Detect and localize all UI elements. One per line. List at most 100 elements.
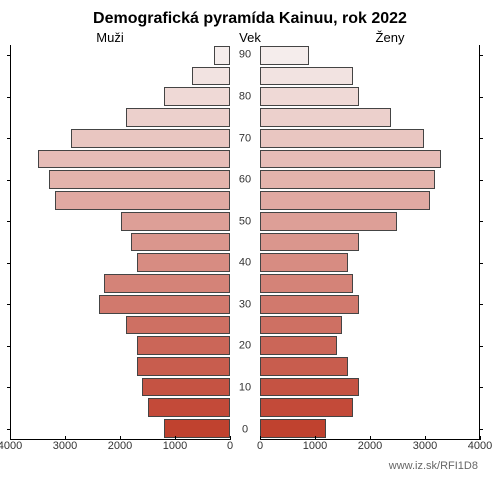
x-tick [175,436,176,440]
age-slot [230,191,260,212]
y-tick [479,221,483,222]
x-tick [10,436,11,440]
column-headers: Muži Vek Ženy [0,30,500,45]
female-bar [260,108,391,127]
x-tick-label: 0 [257,440,263,452]
table-row [260,397,479,418]
male-bar [137,357,230,376]
male-bar [148,398,230,417]
y-tick [7,97,11,98]
age-slot [230,107,260,128]
male-panel [10,45,230,440]
x-tick [65,436,66,440]
x-tick-label: 0 [227,440,233,452]
y-tick [479,180,483,181]
y-tick [7,55,11,56]
y-tick [7,138,11,139]
x-tick [120,436,121,440]
chart-title: Demografická pyramída Kainuu, rok 2022 [0,0,500,30]
table-row [11,128,230,149]
age-slot [230,232,260,253]
x-tick-label: 4000 [0,440,22,452]
female-bar [260,398,353,417]
table-row [260,232,479,253]
age-slot [230,66,260,87]
plot-area: 9080706050403020100 [10,45,480,440]
female-bar [260,67,353,86]
x-tick [230,436,231,440]
y-tick [7,263,11,264]
table-row [11,252,230,273]
x-axis-female: 01000200030004000 [260,440,480,456]
age-tick-label: 30 [230,299,260,310]
age-tick-label: 70 [230,133,260,144]
table-row [260,252,479,273]
table-row [11,232,230,253]
female-bar [260,191,430,210]
y-tick [7,304,11,305]
table-row [260,86,479,107]
x-tick [315,436,316,440]
male-bar [137,336,230,355]
x-tick-label: 2000 [108,440,132,452]
male-bar [131,233,230,252]
male-bar [104,274,230,293]
y-tick [479,138,483,139]
female-bar [260,129,424,148]
x-axis-male: 40003000200010000 [10,440,230,456]
age-tick-label: 10 [230,383,260,394]
age-slot [230,357,260,378]
y-tick [7,346,11,347]
table-row [11,107,230,128]
table-row [11,211,230,232]
y-tick [7,387,11,388]
age-tick-label: 40 [230,258,260,269]
age-header: Vek [220,30,280,45]
table-row [260,169,479,190]
table-row [11,66,230,87]
y-tick [479,263,483,264]
age-slot [230,149,260,170]
x-tick-label: 4000 [468,440,492,452]
table-row [260,377,479,398]
table-row [11,377,230,398]
table-row [260,45,479,66]
female-panel [260,45,480,440]
table-row [260,315,479,336]
age-axis: 9080706050403020100 [230,45,260,440]
table-row [260,107,479,128]
table-row [11,169,230,190]
female-bar [260,378,359,397]
male-header: Muži [0,30,220,45]
female-bar [260,336,337,355]
y-tick [479,387,483,388]
female-bar [260,316,342,335]
female-bar [260,170,435,189]
table-row [11,45,230,66]
table-row [11,190,230,211]
table-row [260,211,479,232]
male-bar [137,253,230,272]
female-bar [260,274,353,293]
table-row [11,335,230,356]
male-bar [121,212,231,231]
table-row [260,273,479,294]
table-row [11,397,230,418]
x-axis: 40003000200010000 01000200030004000 [10,440,480,456]
table-row [11,356,230,377]
male-bar [164,87,230,106]
y-tick [7,180,11,181]
male-bar [38,150,230,169]
male-bar [71,129,230,148]
y-tick [479,97,483,98]
x-tick-label: 3000 [413,440,437,452]
table-row [260,335,479,356]
table-row [260,66,479,87]
female-bar [260,253,348,272]
male-bar [142,378,230,397]
x-tick-label: 1000 [163,440,187,452]
age-tick-label: 0 [230,424,260,435]
male-bar [214,46,230,65]
y-tick [7,221,11,222]
female-bar [260,212,397,231]
